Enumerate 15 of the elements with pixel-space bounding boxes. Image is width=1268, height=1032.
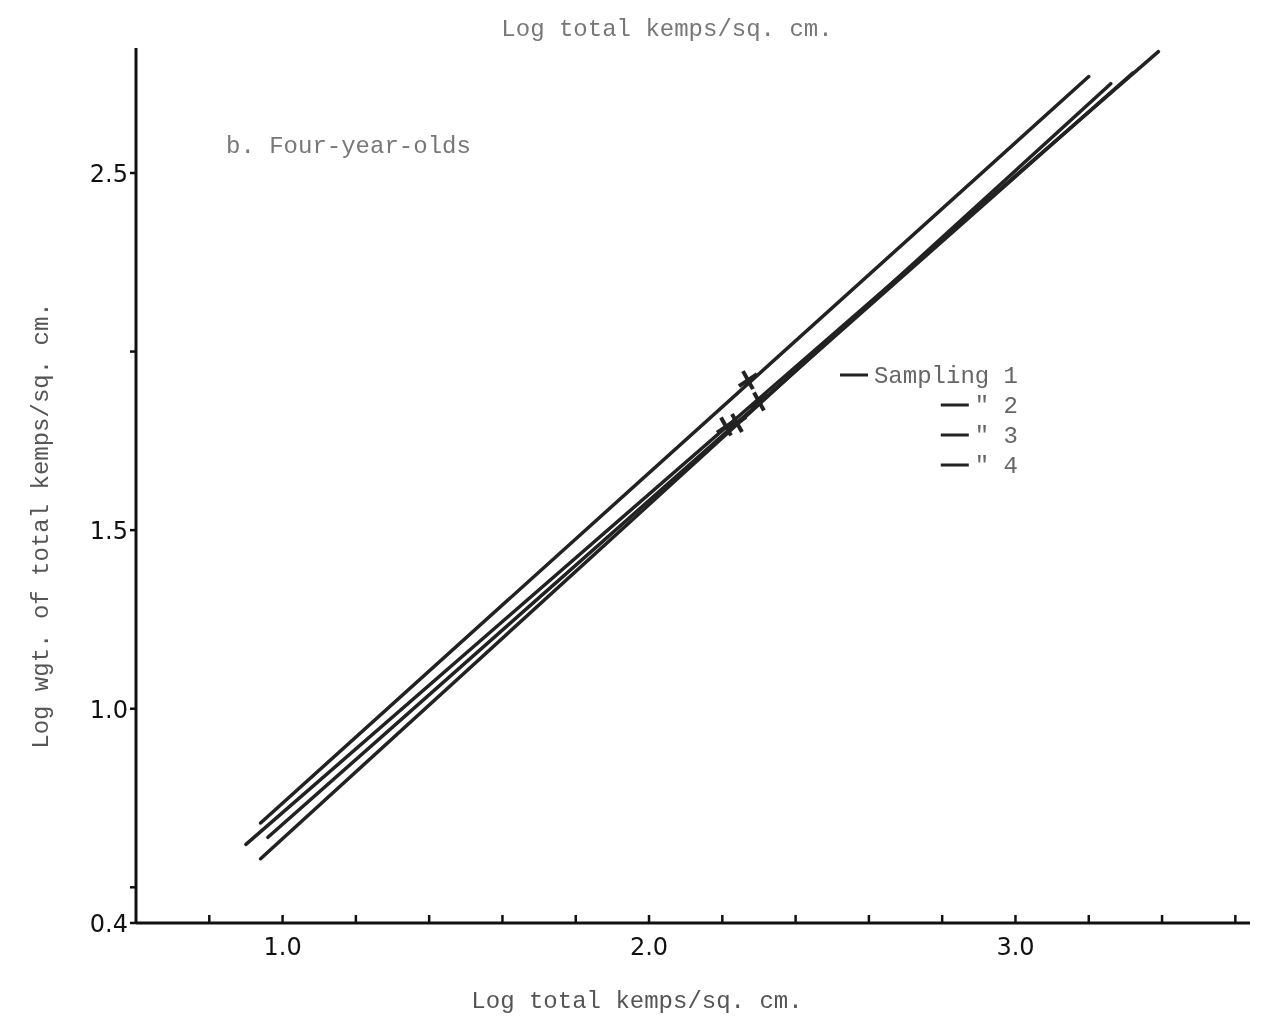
legend-label: " 3	[974, 423, 1018, 450]
legend-label: Sampling 1	[873, 363, 1018, 390]
y-axis-title: Log wgt. of total kemps/sq. cm.	[28, 302, 55, 749]
x-tick-label: 1.0	[263, 933, 302, 961]
x-tick-label: 2.0	[629, 933, 669, 961]
y-tick-label: 2.5	[89, 160, 128, 188]
x-tick-label: 3.0	[996, 933, 1035, 961]
x-axis-title: Log total kemps/sq. cm.	[471, 988, 803, 1015]
y-tick-label: 0.4	[89, 910, 128, 938]
y-tick-label: 1.0	[89, 695, 128, 724]
legend-label: " 4	[974, 453, 1018, 480]
legend-label: " 2	[974, 393, 1018, 420]
text: Log total kemps/sq. cm.	[501, 16, 833, 43]
text: b. Four-year-olds	[226, 133, 471, 160]
y-tick-label: 1.5	[89, 517, 128, 546]
